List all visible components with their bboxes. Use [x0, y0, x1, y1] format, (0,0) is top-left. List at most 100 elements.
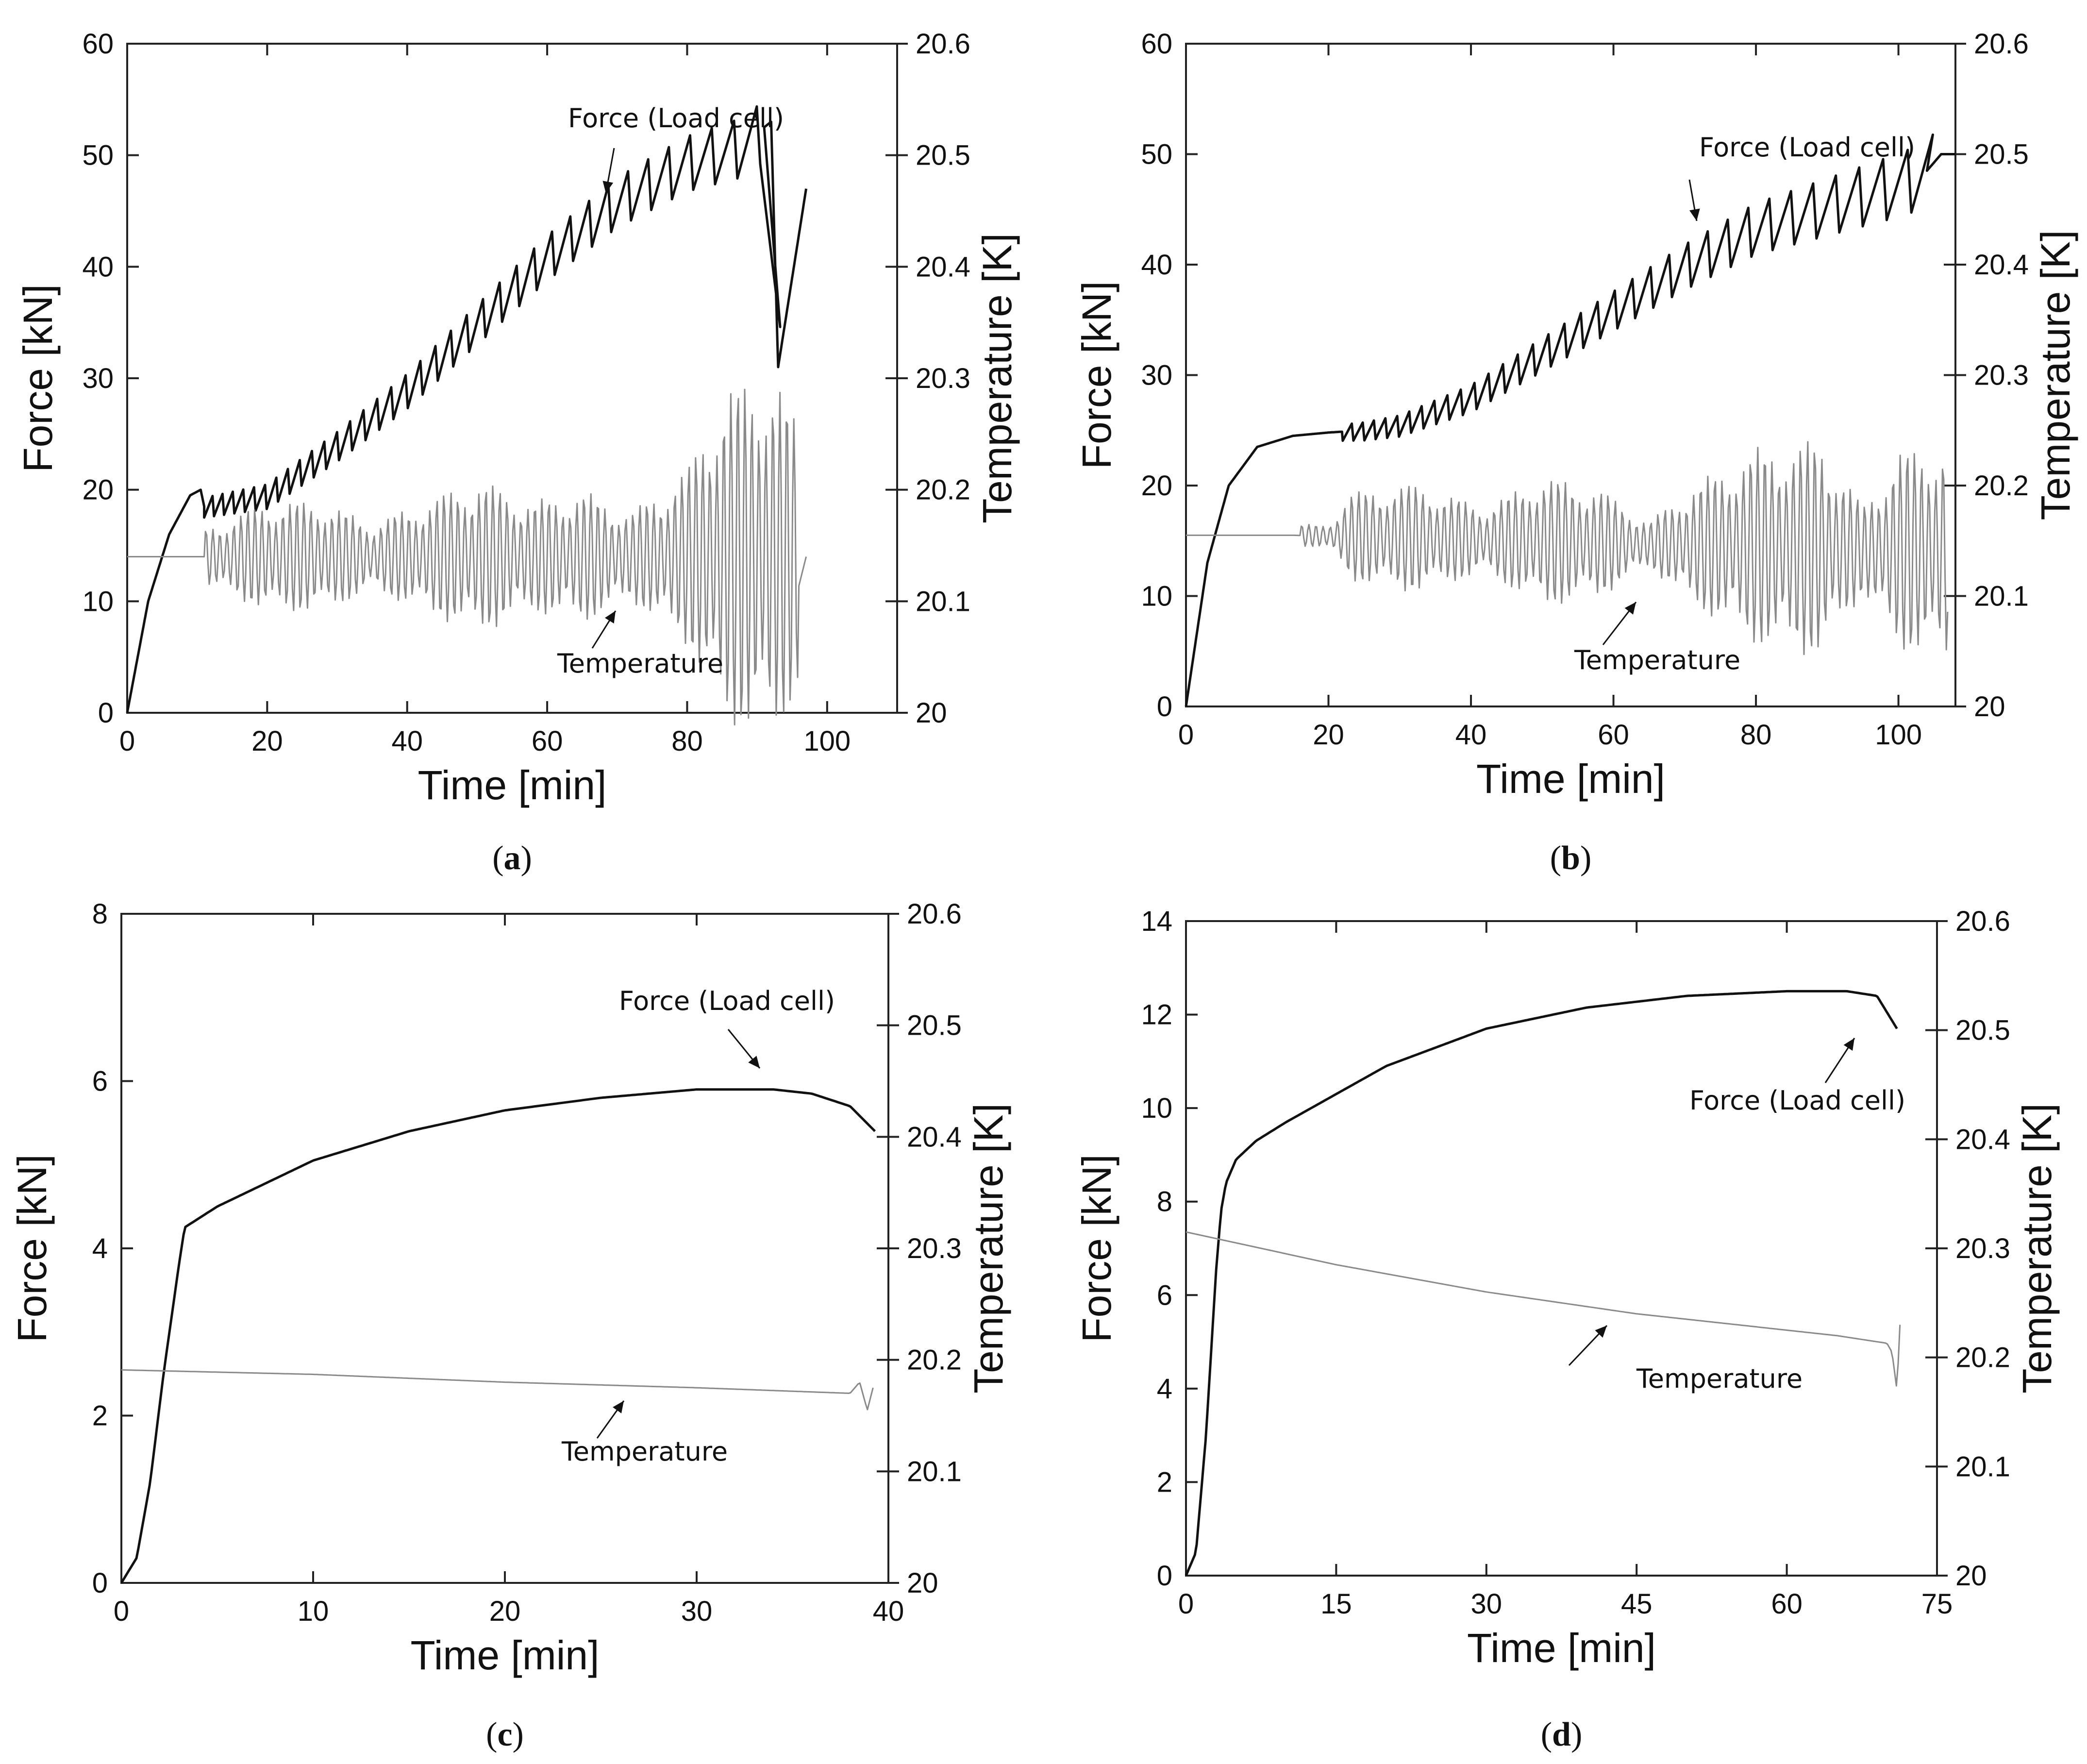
y2-tick-label: 20.1	[907, 1456, 962, 1487]
y-tick-label: 4	[1157, 1373, 1172, 1405]
y-tick-label: 10	[1141, 1092, 1172, 1124]
y-axis-title: Force [kN]	[1074, 1154, 1119, 1342]
temperature-arrowhead	[1595, 1326, 1607, 1338]
x-tick-label: 10	[298, 1596, 329, 1627]
y2-tick-label: 20.5	[1974, 139, 2029, 170]
panel-caption: (d)	[1541, 1716, 1583, 1753]
y2-tick-label: 20	[1955, 1560, 1987, 1592]
y-tick-label: 20	[1141, 470, 1172, 502]
y2-tick-label: 20.5	[907, 1010, 962, 1042]
y-tick-label: 0	[1157, 691, 1172, 722]
y-tick-label: 30	[82, 363, 114, 394]
y-tick-label: 30	[1141, 360, 1172, 391]
y2-axis-title: Temperature [K]	[966, 1103, 1011, 1394]
caption-letter: c	[497, 1716, 512, 1753]
chart-panel-a: 0 20 40 60 80 100 0 10 20 30 40 50 60 20 20.1 20.2 20.3 2…	[15, 28, 1020, 877]
temperature-line	[127, 388, 807, 726]
panel-caption: (c)	[486, 1716, 524, 1753]
y-tick-label: 60	[82, 28, 114, 60]
x-tick-label: 60	[1598, 719, 1629, 751]
temperature-annotation: Temperature	[1574, 645, 1740, 675]
caption-paren-close: )	[513, 1716, 524, 1753]
temperature-arrowhead	[604, 611, 616, 624]
force-annotation: Force (Load cell)	[1699, 132, 1915, 163]
caption-letter: b	[1561, 840, 1580, 877]
force-arrowhead	[1689, 208, 1700, 221]
x-tick-label: 60	[532, 725, 563, 757]
y-tick-label: 6	[1157, 1279, 1172, 1311]
force-line	[126, 105, 808, 713]
y2-tick-label: 20.3	[1955, 1233, 2010, 1264]
x-tick-label: 80	[1740, 719, 1772, 751]
y2-tick-label: 20.6	[907, 898, 962, 930]
y2-tick-label: 20.5	[916, 140, 970, 171]
force-annotation: Force (Load cell)	[619, 986, 835, 1016]
y-tick-label: 50	[82, 140, 114, 171]
force-line	[1185, 990, 1898, 1576]
x-tick-label: 0	[114, 1596, 129, 1627]
caption-paren-open: (	[1541, 1716, 1552, 1753]
y2-tick-label: 20.6	[916, 28, 970, 60]
y2-tick-label: 20.2	[1955, 1342, 2010, 1374]
y2-tick-label: 20.2	[1974, 470, 2029, 502]
y2-tick-label: 20.4	[1974, 249, 2029, 281]
force-line	[1185, 133, 1956, 707]
y2-axis-title: Temperature [K]	[2033, 230, 2078, 521]
y-axis-title: Force [kN]	[1074, 281, 1119, 469]
y2-tick-label: 20.4	[907, 1121, 962, 1153]
x-axis-title: Time [min]	[1467, 1625, 1656, 1671]
y-tick-label: 8	[92, 898, 108, 930]
x-tick-label: 60	[1771, 1588, 1803, 1620]
x-tick-label: 40	[873, 1596, 904, 1627]
y-axis-title: Force [kN]	[15, 284, 61, 472]
y2-tick-label: 20.2	[907, 1344, 962, 1376]
y2-axis-title: Temperature [K]	[974, 233, 1020, 523]
x-tick-label: 100	[803, 725, 851, 757]
y-tick-label: 8	[1157, 1186, 1172, 1218]
y-tick-label: 10	[82, 586, 114, 617]
chart-panel-c: 0 10 20 30 40 0 2 4 6 8 20 20.1 20.2 20.3 20.4 20.5 20.6…	[9, 898, 1011, 1753]
x-tick-label: 40	[1455, 719, 1487, 751]
caption-paren-close: )	[1580, 840, 1591, 877]
caption-letter: a	[504, 840, 521, 877]
y-tick-label: 0	[1157, 1560, 1172, 1592]
x-tick-label: 75	[1921, 1588, 1953, 1620]
chart-panel-d: 0 15 30 45 60 75 0 2 4 6 8 10 12 14 20 20.1 20.2 20.3 20.4…	[1074, 906, 2060, 1753]
caption-paren-open: (	[486, 1716, 497, 1753]
caption-letter: d	[1552, 1716, 1571, 1753]
x-tick-label: 40	[391, 725, 423, 757]
y2-tick-label: 20.4	[1955, 1124, 2010, 1155]
force-arrowhead	[748, 1056, 760, 1068]
caption-paren-close: )	[1571, 1716, 1582, 1753]
y-tick-label: 40	[1141, 249, 1172, 281]
y2-tick-label: 20.1	[1955, 1451, 2010, 1482]
y-tick-label: 14	[1141, 906, 1172, 937]
y-tick-label: 0	[98, 697, 114, 729]
y-tick-label: 2	[1157, 1466, 1172, 1498]
force-annotation: Force (Load cell)	[1689, 1085, 1905, 1116]
x-tick-label: 0	[1178, 1588, 1194, 1620]
x-axis-title: Time [min]	[411, 1632, 600, 1678]
y2-tick-label: 20	[1974, 691, 2005, 722]
y-tick-label: 0	[92, 1567, 108, 1599]
x-tick-label: 15	[1320, 1588, 1352, 1620]
panel-caption: (a)	[492, 840, 532, 877]
x-tick-label: 0	[119, 725, 135, 757]
y-tick-label: 10	[1141, 581, 1172, 612]
x-tick-label: 20	[489, 1596, 521, 1627]
x-tick-label: 30	[1471, 1588, 1503, 1620]
caption-paren-open: (	[492, 840, 503, 877]
caption-paren-close: )	[521, 840, 532, 877]
y-tick-label: 20	[82, 474, 114, 506]
x-axis-title: Time [min]	[418, 762, 607, 808]
temperature-line	[1186, 441, 1949, 655]
temperature-annotation: Temperature	[561, 1436, 728, 1467]
force-annotation: Force (Load cell)	[568, 103, 784, 134]
y2-tick-label: 20.5	[1955, 1015, 2010, 1046]
x-tick-label: 100	[1875, 719, 1922, 751]
y2-tick-label: 20.3	[907, 1233, 962, 1264]
panel-caption: (b)	[1550, 840, 1592, 877]
y2-tick-label: 20.6	[1974, 28, 2029, 60]
